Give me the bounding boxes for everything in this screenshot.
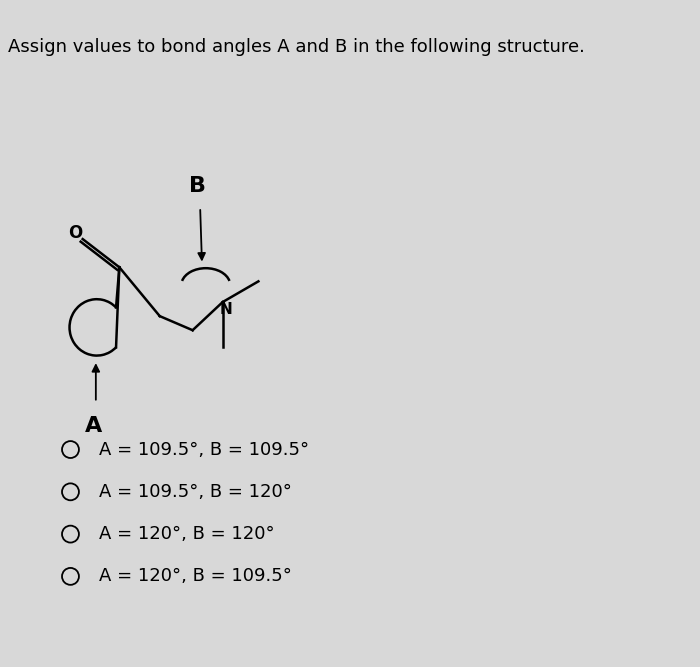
Text: A = 120°, B = 120°: A = 120°, B = 120° [99,525,274,543]
Text: A = 109.5°, B = 109.5°: A = 109.5°, B = 109.5° [99,440,309,458]
Text: A = 109.5°, B = 120°: A = 109.5°, B = 120° [99,483,291,501]
Text: B: B [189,177,206,197]
Text: A = 120°, B = 109.5°: A = 120°, B = 109.5° [99,568,291,586]
Text: N: N [219,302,232,317]
Text: O: O [68,224,83,242]
Text: Assign values to bond angles A and B in the following structure.: Assign values to bond angles A and B in … [8,38,584,56]
Text: A: A [85,416,103,436]
